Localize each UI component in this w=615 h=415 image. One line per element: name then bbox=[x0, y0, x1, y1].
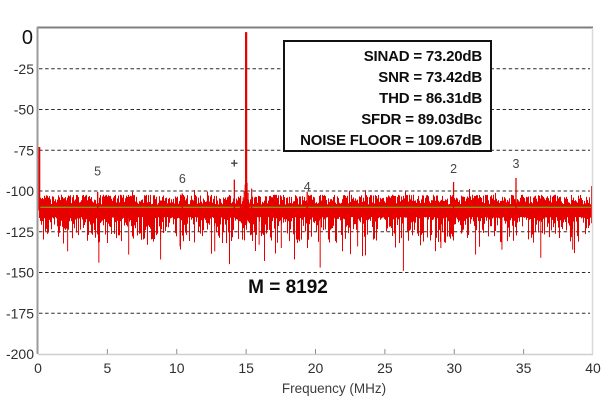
stat-line-sinad: SINAD = 73.20dB bbox=[363, 48, 482, 65]
fft-size-annotation: M = 8192 bbox=[248, 277, 328, 298]
harmonic-label-5: 5 bbox=[94, 164, 101, 178]
harmonic-label-2: 2 bbox=[450, 162, 457, 176]
x-tick-label-10: 10 bbox=[169, 360, 185, 376]
harmonic-label-+: + bbox=[231, 156, 238, 170]
stat-line-snr: SNR = 73.42dB bbox=[378, 69, 482, 86]
measurement-stats-box: SINAD = 73.20dB SNR = 73.42dB THD = 86.3… bbox=[283, 40, 492, 152]
plot-frame bbox=[36, 26, 594, 356]
y-tick-label--150: -150 bbox=[6, 265, 34, 281]
y-tick-label--175: -175 bbox=[6, 305, 34, 321]
y-tick-label--100: -100 bbox=[6, 183, 34, 199]
y-tick-label--125: -125 bbox=[6, 224, 34, 240]
harmonic-label-3: 3 bbox=[513, 157, 520, 171]
x-tick-label-25: 25 bbox=[377, 360, 393, 376]
y-tick-label--50: -50 bbox=[14, 102, 34, 118]
stat-line-noise-floor: NOISE FLOOR = 109.67dB bbox=[300, 132, 482, 149]
x-tick-label-40: 40 bbox=[585, 360, 601, 376]
x-tick-label-35: 35 bbox=[516, 360, 532, 376]
stat-line-thd: THD = 86.31dB bbox=[379, 90, 482, 107]
y-tick-label--200: -200 bbox=[6, 346, 34, 362]
harmonic-label-4: 4 bbox=[304, 180, 311, 194]
x-tick-label-30: 30 bbox=[446, 360, 462, 376]
y-tick-label-0: 0 bbox=[22, 27, 33, 49]
harmonic-label-6: 6 bbox=[179, 172, 186, 186]
x-tick-label-0: 0 bbox=[34, 360, 42, 376]
y-tick-label--75: -75 bbox=[14, 142, 34, 158]
noise-spectrum bbox=[39, 188, 592, 271]
y-tick-label--25: -25 bbox=[14, 61, 34, 77]
spectral-peaks bbox=[37, 32, 593, 224]
x-tick-label-15: 15 bbox=[238, 360, 254, 376]
x-axis: 0 5 10 15 20 25 30 35 40 Frequency (MHz) bbox=[34, 349, 601, 396]
x-tick-label-5: 5 bbox=[103, 360, 111, 376]
harmonic-markers: +2 3 4 5 6 bbox=[94, 156, 519, 194]
x-axis-title: Frequency (MHz) bbox=[282, 381, 386, 396]
stat-line-sfdr: SFDR = 89.03dBc bbox=[361, 111, 482, 128]
x-tick-label-20: 20 bbox=[308, 360, 324, 376]
y-axis: 0 -25 -50 -75 -100 -125 -150 -175 -200 bbox=[6, 27, 34, 362]
